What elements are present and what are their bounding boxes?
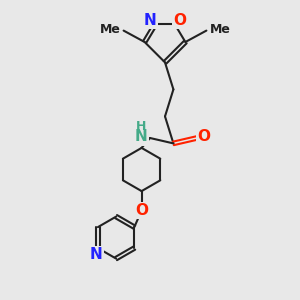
- Text: Me: Me: [100, 23, 121, 36]
- Text: O: O: [135, 203, 148, 218]
- Text: Me: Me: [209, 23, 230, 36]
- Text: N: N: [90, 247, 103, 262]
- Text: H: H: [136, 120, 146, 133]
- Text: N: N: [144, 13, 156, 28]
- Text: O: O: [197, 129, 210, 144]
- Text: N: N: [135, 129, 147, 144]
- Text: O: O: [173, 13, 187, 28]
